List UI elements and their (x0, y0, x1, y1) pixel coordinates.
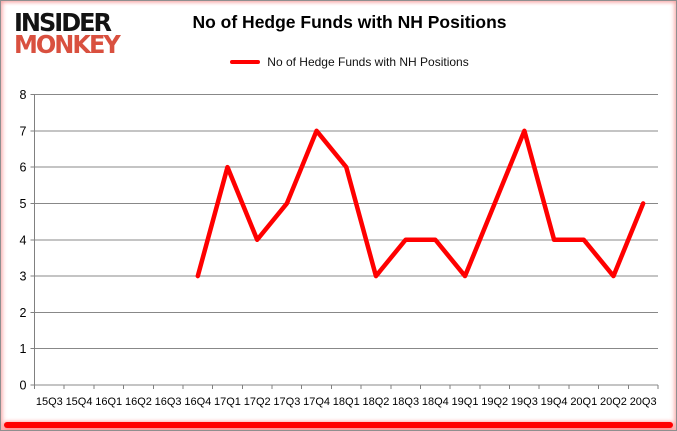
svg-text:18Q1: 18Q1 (333, 396, 360, 408)
svg-text:20Q1: 20Q1 (570, 396, 597, 408)
svg-text:20Q2: 20Q2 (600, 396, 627, 408)
insider-monkey-logo: INSIDER MONKEY (14, 7, 121, 60)
svg-text:17Q2: 17Q2 (244, 396, 271, 408)
svg-text:17Q3: 17Q3 (273, 396, 300, 408)
logo-monkey-text: MONKEY (14, 29, 121, 60)
logo-insider-text: INSIDER (14, 7, 112, 38)
svg-text:8: 8 (20, 88, 27, 102)
legend-label: No of Hedge Funds with NH Positions (267, 55, 469, 69)
svg-text:1: 1 (20, 342, 27, 356)
svg-text:18Q2: 18Q2 (362, 396, 389, 408)
svg-text:16Q4: 16Q4 (184, 396, 211, 408)
svg-text:20Q3: 20Q3 (630, 396, 657, 408)
svg-text:0: 0 (20, 379, 27, 393)
svg-text:6: 6 (20, 161, 27, 175)
svg-text:17Q1: 17Q1 (214, 396, 241, 408)
svg-text:16Q3: 16Q3 (155, 396, 182, 408)
svg-text:15Q4: 15Q4 (66, 396, 93, 408)
svg-text:2: 2 (20, 306, 27, 320)
svg-text:17Q4: 17Q4 (303, 396, 330, 408)
svg-text:4: 4 (20, 233, 27, 247)
svg-text:16Q2: 16Q2 (125, 396, 152, 408)
svg-text:7: 7 (20, 124, 27, 138)
chart-title: No of Hedge Funds with NH Positions (192, 12, 507, 32)
bottom-accent-bar (4, 422, 673, 428)
svg-text:15Q3: 15Q3 (36, 396, 63, 408)
svg-text:19Q3: 19Q3 (511, 396, 538, 408)
svg-text:18Q4: 18Q4 (422, 396, 449, 408)
svg-text:18Q3: 18Q3 (392, 396, 419, 408)
svg-text:19Q4: 19Q4 (541, 396, 568, 408)
svg-text:19Q1: 19Q1 (452, 396, 479, 408)
svg-text:5: 5 (20, 197, 27, 211)
legend: No of Hedge Funds with NH Positions (35, 55, 664, 69)
svg-text:16Q1: 16Q1 (95, 396, 122, 408)
legend-line-swatch (230, 60, 261, 64)
svg-text:3: 3 (20, 270, 27, 284)
svg-text:19Q2: 19Q2 (481, 396, 508, 408)
